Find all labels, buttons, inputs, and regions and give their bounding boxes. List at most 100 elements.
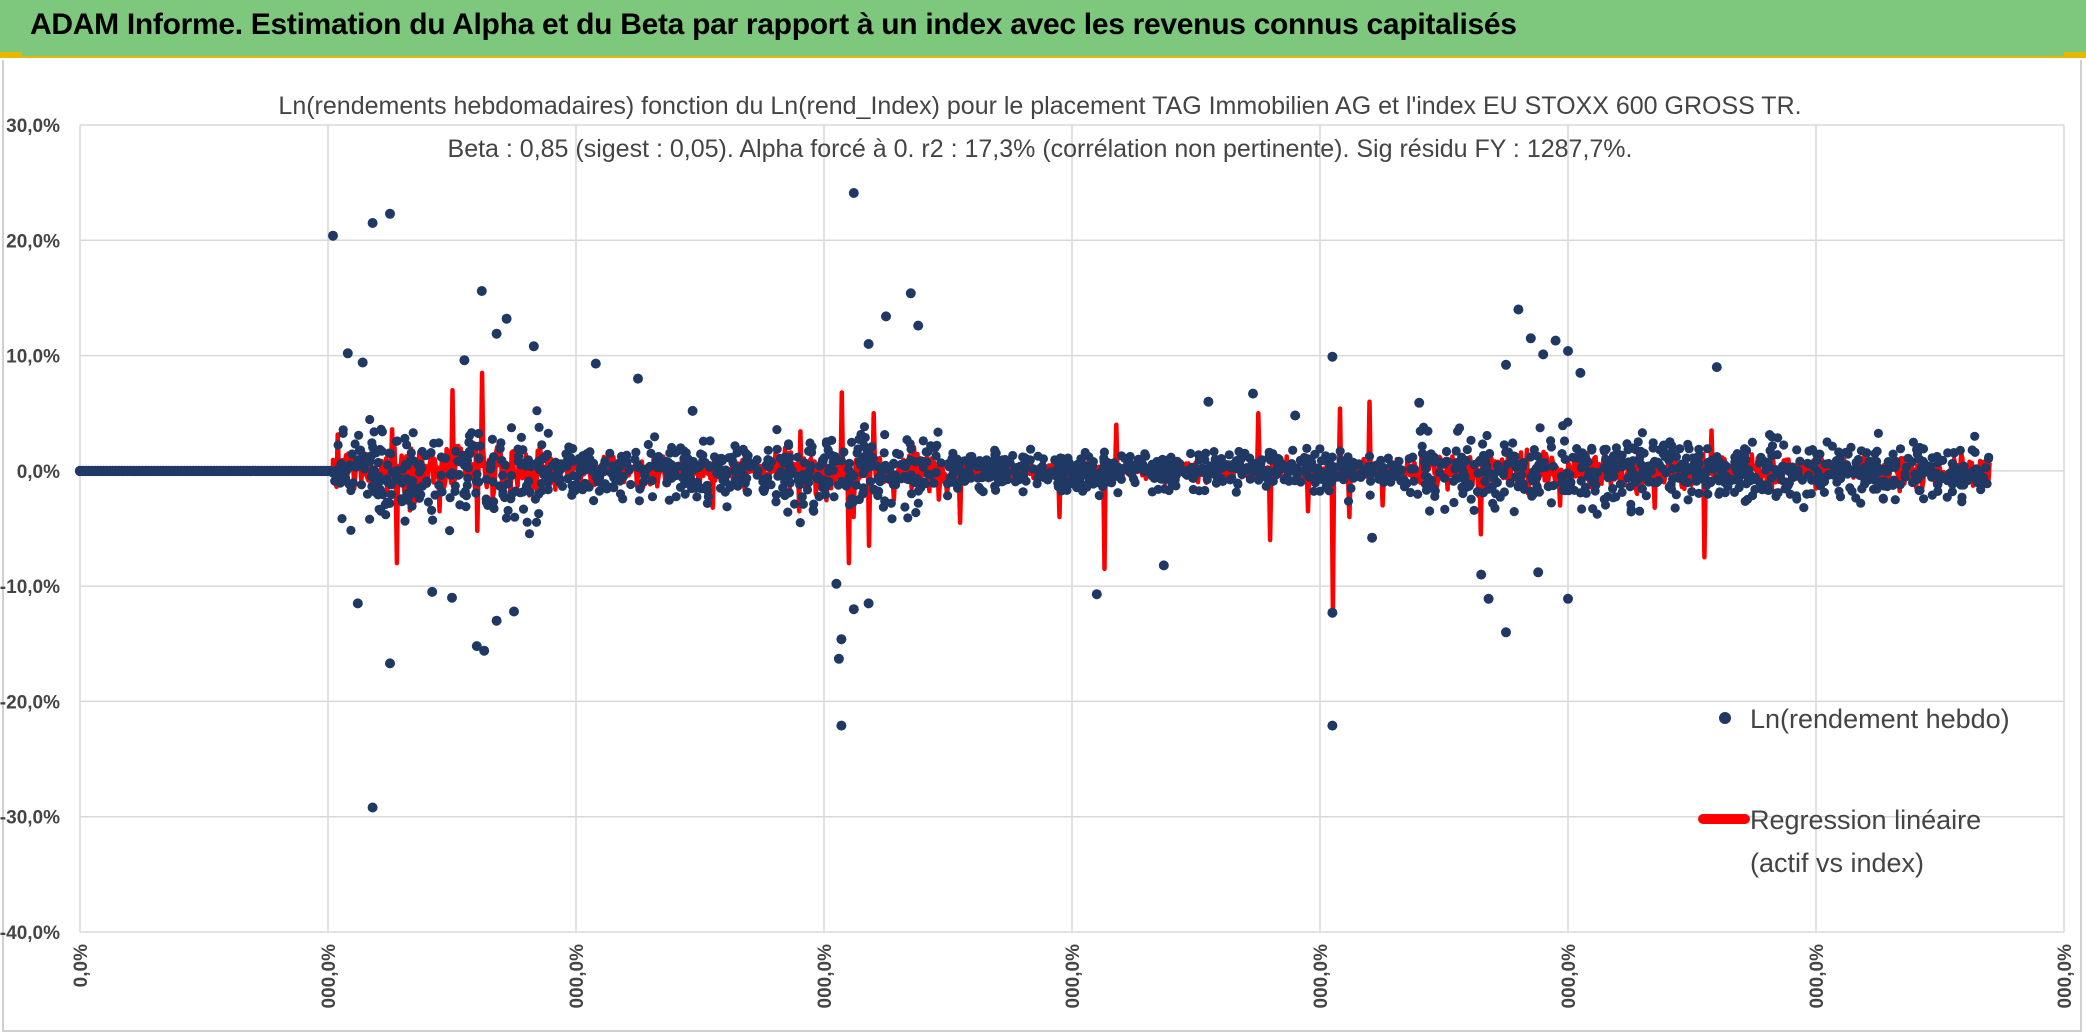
data-point xyxy=(498,470,508,480)
legend-points-marker xyxy=(1719,712,1731,724)
data-point xyxy=(902,458,912,468)
data-point xyxy=(1135,463,1145,473)
data-point xyxy=(916,483,926,493)
outlier-point xyxy=(367,218,378,228)
data-point xyxy=(1491,489,1501,499)
data-point xyxy=(430,490,440,500)
data-point xyxy=(1245,453,1255,463)
data-point xyxy=(534,422,544,432)
outlier-point xyxy=(491,615,502,626)
outlier-point xyxy=(1483,593,1494,604)
data-point xyxy=(407,501,417,511)
data-point xyxy=(1683,439,1693,449)
data-point xyxy=(1509,507,1519,517)
y-tick-label: 10,0% xyxy=(6,347,60,368)
data-point xyxy=(859,441,869,451)
report-banner: ADAM Informe. Estimation du Alpha et du … xyxy=(0,0,2086,58)
data-point xyxy=(819,453,829,463)
data-point xyxy=(859,422,870,432)
data-point xyxy=(631,447,641,457)
data-point xyxy=(965,469,975,479)
data-point xyxy=(906,444,916,454)
data-point xyxy=(1809,462,1819,472)
data-point xyxy=(1302,443,1312,453)
outlier-point xyxy=(1501,627,1511,638)
data-point xyxy=(1151,467,1161,477)
x-tick-label: 000,0% xyxy=(567,944,588,1009)
data-point xyxy=(464,437,474,447)
data-point xyxy=(1792,445,1802,455)
data-point xyxy=(1544,481,1554,491)
data-point xyxy=(1404,454,1414,464)
data-point xyxy=(1212,468,1222,478)
data-point xyxy=(1430,486,1440,496)
data-point xyxy=(1441,456,1452,466)
outlier-point xyxy=(447,592,457,603)
data-point xyxy=(1804,446,1814,456)
outlier-point xyxy=(459,355,470,366)
data-point xyxy=(802,469,812,479)
data-point xyxy=(839,447,849,457)
data-point xyxy=(1687,487,1697,497)
data-point xyxy=(1947,459,1957,469)
data-point xyxy=(1742,445,1752,456)
data-point xyxy=(1766,473,1777,483)
data-point xyxy=(978,487,988,497)
data-point xyxy=(1056,486,1067,496)
data-point xyxy=(1466,435,1476,445)
data-point xyxy=(646,448,656,458)
data-point xyxy=(1820,459,1830,469)
data-point xyxy=(784,441,794,451)
data-point xyxy=(1761,465,1771,475)
x-tick-label: 000,0% xyxy=(1063,944,1084,1009)
data-point xyxy=(797,492,807,502)
data-point xyxy=(1828,469,1838,479)
data-point xyxy=(1747,437,1757,447)
data-point xyxy=(543,485,553,495)
data-point xyxy=(1478,488,1488,498)
data-point xyxy=(1794,470,1804,481)
data-point xyxy=(594,486,605,496)
data-point xyxy=(1772,450,1782,460)
data-point xyxy=(663,469,673,479)
data-point xyxy=(485,464,496,474)
data-point xyxy=(1469,505,1479,515)
data-point xyxy=(1667,447,1677,458)
data-point xyxy=(534,489,544,499)
data-point xyxy=(1406,464,1416,474)
data-point xyxy=(572,472,582,482)
data-point xyxy=(760,478,770,488)
data-point xyxy=(1302,469,1312,479)
data-point xyxy=(1075,472,1085,482)
outlier-point xyxy=(836,634,847,645)
data-point xyxy=(1513,482,1523,492)
data-point xyxy=(633,459,643,470)
data-point xyxy=(489,452,499,462)
data-point xyxy=(1895,444,1906,454)
data-point xyxy=(1140,449,1150,459)
data-point xyxy=(891,448,902,458)
data-point xyxy=(1320,468,1330,478)
outlier-point xyxy=(1327,607,1338,618)
data-point xyxy=(931,451,941,461)
data-point xyxy=(408,428,418,438)
data-point xyxy=(847,437,857,447)
data-point xyxy=(990,450,1000,460)
data-point xyxy=(445,493,455,503)
data-point xyxy=(531,517,542,527)
y-tick-label: -30,0% xyxy=(0,808,60,829)
data-point xyxy=(1563,417,1573,427)
data-point xyxy=(498,482,508,492)
data-point xyxy=(1236,454,1246,464)
data-point xyxy=(1835,453,1845,463)
data-point xyxy=(982,455,992,465)
data-point xyxy=(1564,486,1574,496)
data-point xyxy=(624,465,634,475)
chart-subtitle: Beta : 0,85 (sigest : 0,05). Alpha forcé… xyxy=(448,135,1633,163)
data-point xyxy=(373,457,383,468)
data-point xyxy=(1018,487,1028,497)
data-point xyxy=(437,487,447,497)
outlier-point xyxy=(1248,388,1258,399)
data-point xyxy=(1469,460,1479,470)
data-point xyxy=(409,456,419,466)
